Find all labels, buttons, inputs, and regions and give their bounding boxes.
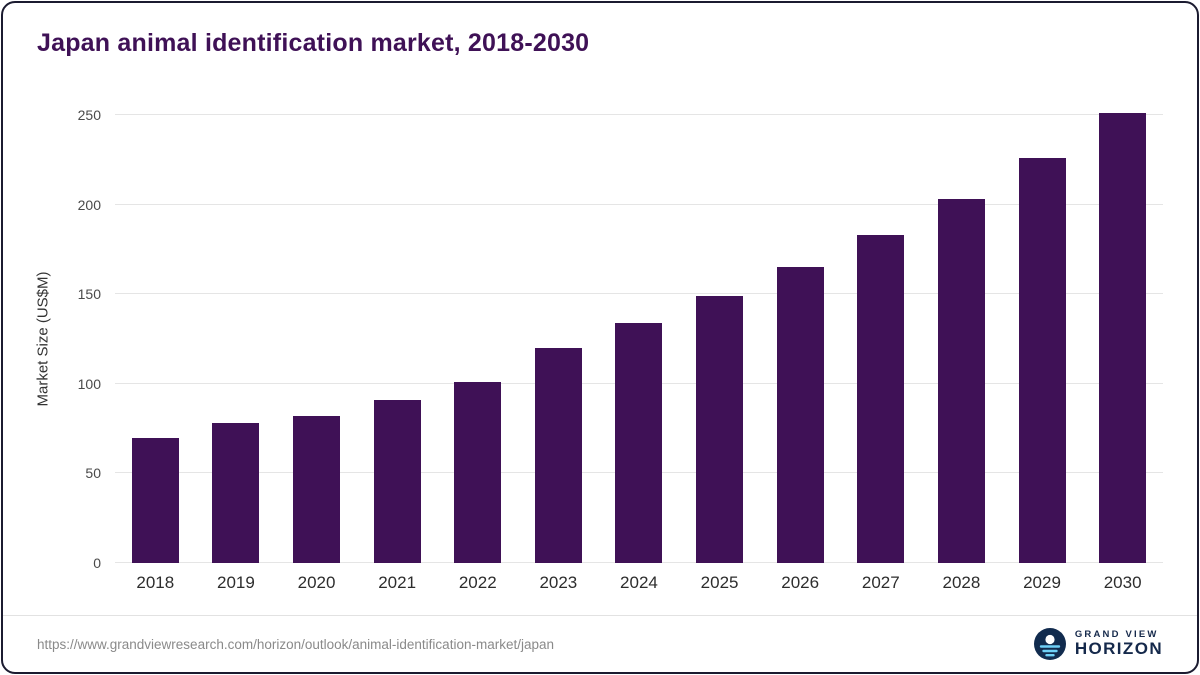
bar-slot-2025 (679, 115, 760, 563)
bar-slot-2030 (1082, 113, 1163, 563)
logo-text-bottom: HORIZON (1074, 639, 1163, 659)
bar-2021 (373, 399, 421, 563)
y-tick-label-100: 100 (77, 375, 101, 392)
footer: https://www.grandviewresearch.com/horizo… (37, 616, 1163, 672)
x-tick-label-2028: 2028 (942, 573, 981, 592)
bar-2027 (857, 235, 905, 563)
grand-view-horizon-logo: GRAND VIEW HORIZON (1033, 628, 1163, 660)
bar-slot-2018 (115, 115, 196, 563)
x-tick-label-2029: 2029 (1023, 573, 1061, 592)
x-tick-label-2021: 2021 (378, 573, 417, 592)
bar-2030 (1099, 113, 1147, 563)
bar-2025 (696, 296, 744, 563)
y-tick-label-150: 150 (77, 286, 101, 303)
bar-slot-2027 (840, 115, 921, 563)
logo-text: GRAND VIEW HORIZON (1075, 630, 1163, 658)
y-axis-label: Market Size (US$M) (34, 271, 52, 407)
bar-slot-2026 (760, 115, 841, 563)
x-tick-label-2018: 2018 (136, 573, 175, 592)
logo-text-top: GRAND VIEW (1074, 629, 1159, 641)
y-tick-label-50: 50 (85, 465, 101, 482)
x-tick-label-2019: 2019 (217, 573, 255, 592)
bar-slot-2021 (357, 115, 438, 563)
bar-2018 (131, 437, 179, 563)
x-tick-label-2026: 2026 (781, 573, 820, 592)
bar-slot-2028 (921, 115, 1002, 563)
x-tick-label-2025: 2025 (700, 573, 739, 592)
gridline-150 (115, 293, 1163, 295)
bar-2026 (776, 267, 824, 563)
bar-2023 (534, 347, 582, 563)
plot-area: 0 50 100 150 200 250 (78, 107, 1163, 571)
y-tick-label-250: 250 (77, 107, 101, 123)
y-tick-label-0: 0 (93, 555, 101, 571)
gridline-250 (115, 114, 1163, 115)
bar-2029 (1018, 158, 1066, 563)
chart-title: Japan animal identification market, 2018… (37, 29, 590, 57)
bar-slot-2029 (1002, 115, 1083, 563)
bar-2019 (212, 423, 260, 563)
x-axis-labels: 2018 2019 2020 2021 2022 2023 2024 2025 2026 2027… (115, 573, 1163, 593)
x-tick-label-2023: 2023 (539, 573, 578, 592)
bar-slot-2019 (196, 115, 277, 563)
bars-container (115, 113, 1163, 563)
bar-slot-2020 (276, 115, 357, 563)
x-tick-label-2020: 2020 (297, 573, 336, 592)
x-tick-label-2022: 2022 (458, 573, 497, 592)
bar-2028 (937, 199, 985, 563)
x-tick-label-2027: 2027 (861, 573, 900, 592)
horizon-globe-icon (1033, 628, 1066, 660)
gridline-200 (115, 203, 1163, 205)
x-tick-label-2024: 2024 (620, 573, 658, 592)
source-url: https://www.grandviewresearch.com/horizo… (37, 636, 554, 652)
bar-2020 (293, 416, 341, 563)
bar-slot-2022 (437, 115, 518, 563)
bar-2022 (454, 382, 502, 563)
bar-slot-2024 (599, 115, 680, 563)
bar-slot-2023 (518, 115, 599, 563)
bar-2024 (615, 322, 663, 563)
footer-divider (3, 615, 1197, 616)
x-tick-label-2030: 2030 (1103, 573, 1142, 592)
y-tick-label-200: 200 (77, 196, 101, 213)
